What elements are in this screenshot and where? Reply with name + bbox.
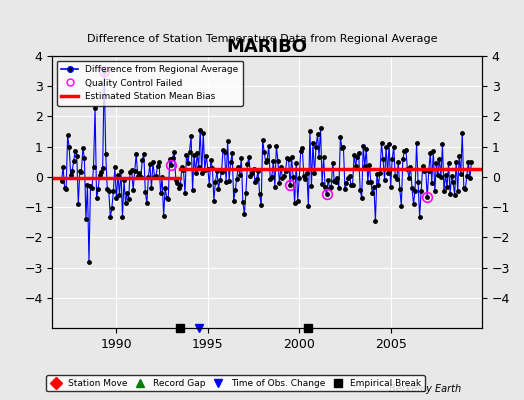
Title: MARIBO: MARIBO — [227, 38, 308, 56]
Text: Difference of Station Temperature Data from Regional Average: Difference of Station Temperature Data f… — [87, 34, 437, 44]
Text: Berkeley Earth: Berkeley Earth — [389, 384, 461, 394]
Legend: Station Move, Record Gap, Time of Obs. Change, Empirical Break: Station Move, Record Gap, Time of Obs. C… — [47, 375, 425, 392]
Legend: Difference from Regional Average, Quality Control Failed, Estimated Station Mean: Difference from Regional Average, Qualit… — [57, 60, 243, 106]
